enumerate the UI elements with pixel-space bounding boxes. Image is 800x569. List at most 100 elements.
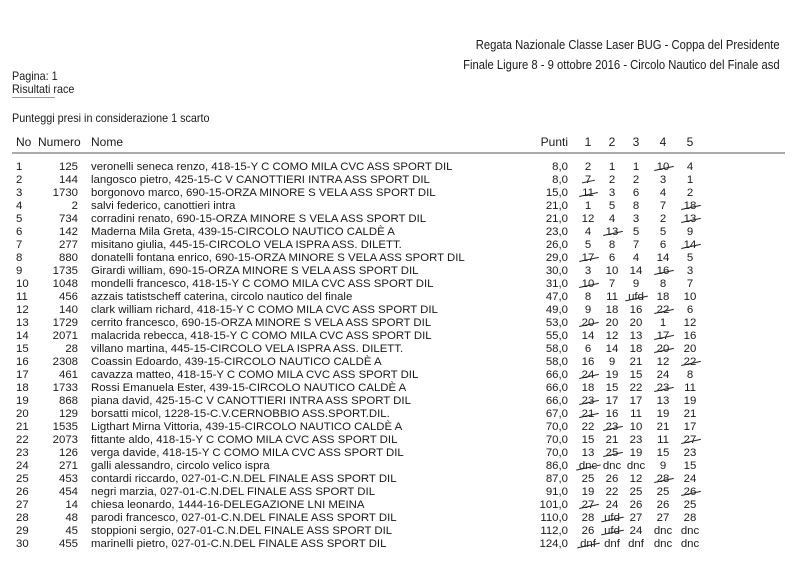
race-3-cell: 27 <box>629 512 643 524</box>
discarded-score: ufd <box>604 512 620 524</box>
table-row: 9 1735 Girardi william, 690-15-ORZA MINORE… <box>0 264 800 278</box>
race-3-cell: 4 <box>632 252 640 264</box>
name-cell: Maderna Mila Greta, 439-15-CIRCOLO NAUTI… <box>91 226 395 238</box>
sail-number-cell: 1735 <box>52 265 78 277</box>
table-row: 22 2073 fittante aldo, 418-15-Y C COMO MIL… <box>0 433 800 447</box>
name-cell: stoppioni sergio, 027-01-C.N.DEL FINALE … <box>91 525 393 537</box>
discarded-score: 13 <box>683 213 697 225</box>
race-3-cell: 16 <box>629 304 643 316</box>
race-4-cell: 5 <box>659 226 667 238</box>
race-5-cell: 24 <box>683 473 697 485</box>
race-4-cell: 12 <box>656 356 670 368</box>
sail-number-cell: 461 <box>58 369 78 381</box>
sail-number-cell: 2308 <box>52 356 78 368</box>
points-cell: 66,0 <box>545 369 568 381</box>
table-row: 26 454 negri marzia, 027-01-C.N.DEL FINALE… <box>0 485 800 499</box>
header-no: No <box>16 135 32 149</box>
race-3-cell: dnc <box>626 460 646 472</box>
name-cell: marinelli pietro, 027-01-C.N.DEL FINALE … <box>91 538 387 550</box>
sail-number-cell: 45 <box>65 525 78 537</box>
race-5-cell: 19 <box>683 395 697 407</box>
race-4-cell: 25 <box>656 486 670 498</box>
table-row: 28 48 parodi francesco, 027-01-C.N.DEL FIN… <box>0 511 800 525</box>
race-3-cell: 11 <box>630 408 642 420</box>
points-cell: 101,0 <box>539 499 568 511</box>
name-cell: negri marzia, 027-01-C.N.DEL FINALE ASS … <box>91 486 376 498</box>
race-1-cell: 23 <box>576 394 600 408</box>
race-1-cell: 26 <box>581 525 595 537</box>
race-4-cell: 21 <box>656 421 670 433</box>
race-3-cell: 3 <box>632 213 640 225</box>
race-2-cell: 17 <box>605 395 619 407</box>
discarded-score: 21 <box>581 408 595 420</box>
race-4-cell: 6 <box>659 239 667 251</box>
race-5-cell: 26 <box>678 485 702 499</box>
race-5-cell: 3 <box>686 265 694 277</box>
header-race-1: 1 <box>584 135 592 149</box>
table-row: 14 2071 malacrida rebecca, 418-15-Y C COMO… <box>0 329 800 343</box>
discarded-score: 10 <box>581 278 595 290</box>
race-3-cell: 6 <box>632 187 640 199</box>
race-4-cell: 8 <box>659 278 667 290</box>
race-3-cell: 17 <box>629 395 643 407</box>
discarded-score: 25 <box>605 447 619 459</box>
section-title: Risultati race <box>12 82 75 96</box>
race-2-cell: 7 <box>608 278 616 290</box>
discarded-score: 16 <box>656 265 670 277</box>
sail-number-cell: 277 <box>58 239 78 251</box>
race-5-cell: 6 <box>686 304 694 316</box>
race-5-cell: dnc <box>680 538 700 550</box>
rank-cell: 7 <box>16 239 23 251</box>
sail-number-cell: 453 <box>58 473 78 485</box>
rank-cell: 2 <box>16 174 23 186</box>
race-2-cell: 26 <box>605 473 619 485</box>
discarded-score: 20 <box>581 317 595 329</box>
race-1-cell: 5 <box>584 239 592 251</box>
name-cell: mondelli francesco, 418-15-Y C COMO MILA… <box>91 278 434 290</box>
race-5-cell: 22 <box>678 355 702 369</box>
sail-number-cell: 1733 <box>52 382 78 394</box>
points-cell: 58,0 <box>545 343 568 355</box>
table-header: No Numero Nome Punti 1 2 3 4 5 <box>0 135 800 149</box>
table-row: 19 868 piana david, 425-15-C V CANOTTIERI … <box>0 394 800 408</box>
rank-cell: 17 <box>16 369 29 381</box>
race-4-cell: 14 <box>656 252 670 264</box>
race-4-cell: dnc <box>653 538 673 550</box>
name-cell: Girardi william, 690-15-ORZA MINORE S VE… <box>91 265 419 277</box>
points-cell: 29,0 <box>545 252 568 264</box>
name-cell: chiesa leonardo, 1444-16-DELEGAZIONE LNI… <box>91 499 365 511</box>
discarded-score: 27 <box>683 434 697 446</box>
race-2-cell: 15 <box>605 382 619 394</box>
race-5-cell: 5 <box>686 252 694 264</box>
discard-note: Punteggi presi in considerazione 1 scart… <box>12 111 210 125</box>
rank-cell: 19 <box>16 395 29 407</box>
sail-number-cell: 734 <box>58 213 78 225</box>
race-4-cell: 2 <box>659 213 667 225</box>
sail-number-cell: 271 <box>58 460 78 472</box>
discarded-score: 7 <box>584 174 592 186</box>
discarded-score: 26 <box>683 486 697 498</box>
race-3-cell: ufd <box>624 290 648 304</box>
discarded-score: 11 <box>582 187 594 199</box>
header-nome: Nome <box>91 135 124 149</box>
race-5-cell: 13 <box>678 212 702 226</box>
race-4-cell: 11 <box>657 434 669 446</box>
points-cell: 53,0 <box>545 317 568 329</box>
rank-cell: 1 <box>16 161 23 173</box>
discarded-score: 17 <box>656 330 670 342</box>
points-cell: 66,0 <box>545 395 568 407</box>
table-row: 8 880 donatelli fontana enrico, 690-15-ORZ… <box>0 251 800 265</box>
race-4-cell: 17 <box>651 329 675 343</box>
race-1-cell: 12 <box>581 213 595 225</box>
race-3-cell: 13 <box>629 330 643 342</box>
discarded-score: 20 <box>656 343 670 355</box>
race-2-cell: 12 <box>605 330 619 342</box>
race-3-cell: 7 <box>632 239 640 251</box>
race-1-cell: 14 <box>581 330 595 342</box>
points-cell: 58,0 <box>545 356 568 368</box>
race-2-cell: 1 <box>608 161 616 173</box>
race-1-cell: 24 <box>576 368 600 382</box>
name-cell: misitano giulia, 445-15-CIRCOLO VELA ISP… <box>91 239 402 251</box>
race-2-cell: 14 <box>605 343 619 355</box>
sail-number-cell: 1048 <box>52 278 78 290</box>
